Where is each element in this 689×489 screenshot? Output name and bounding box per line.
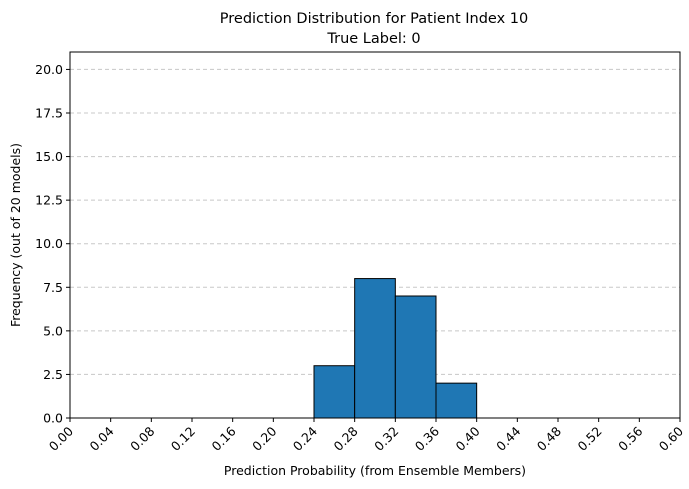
y-tick-label: 15.0 bbox=[35, 149, 63, 164]
x-axis-label: Prediction Probability (from Ensemble Me… bbox=[224, 463, 526, 478]
x-tick-label: 0.32 bbox=[371, 424, 401, 454]
y-tick-label: 0.0 bbox=[43, 411, 63, 426]
x-tick-label: 0.28 bbox=[330, 423, 360, 453]
y-tick-label: 2.5 bbox=[43, 367, 63, 382]
y-axis-ticks: 0.0 2.5 5.0 7.5 10.0 12.5 15.0 17.5 20.0 bbox=[35, 62, 70, 426]
x-tick-label: 0.20 bbox=[249, 423, 279, 453]
x-tick-label: 0.56 bbox=[615, 423, 645, 453]
x-tick-label: 0.48 bbox=[534, 423, 564, 453]
x-tick-label: 0.60 bbox=[656, 423, 686, 453]
x-tick-label: 0.00 bbox=[46, 423, 76, 453]
bars bbox=[313, 278, 478, 419]
histogram-bar bbox=[435, 382, 478, 419]
x-tick-label: 0.12 bbox=[168, 424, 198, 454]
plot-frame bbox=[69, 51, 681, 419]
x-tick-label: 0.16 bbox=[208, 423, 238, 453]
x-tick-label: 0.08 bbox=[127, 423, 157, 453]
x-tick-label: 0.24 bbox=[290, 423, 320, 453]
y-tick-label: 10.0 bbox=[35, 236, 63, 251]
x-axis-ticks: 0.00 0.04 0.08 0.12 0.16 0.20 0.24 0.28 0.32 0.36… bbox=[46, 418, 686, 454]
y-tick-label: 20.0 bbox=[35, 62, 63, 77]
y-tick-label: 17.5 bbox=[35, 106, 63, 121]
y-tick-label: 7.5 bbox=[43, 280, 63, 295]
y-tick-label: 12.5 bbox=[35, 193, 63, 208]
chart-subtitle: True Label: 0 bbox=[326, 31, 420, 47]
y-axis-label: Frequency (out of 20 models) bbox=[8, 143, 23, 327]
x-tick-label: 0.52 bbox=[574, 424, 604, 454]
x-tick-label: 0.36 bbox=[412, 423, 442, 453]
chart-title: Prediction Distribution for Patient Inde… bbox=[220, 11, 528, 27]
histogram-bar bbox=[313, 365, 356, 419]
x-tick-label: 0.44 bbox=[493, 423, 523, 453]
x-tick-label: 0.04 bbox=[86, 423, 116, 453]
x-tick-label: 0.40 bbox=[452, 423, 482, 453]
y-tick-label: 5.0 bbox=[43, 323, 63, 338]
histogram-bar bbox=[354, 278, 396, 419]
histogram-bar bbox=[394, 295, 437, 419]
